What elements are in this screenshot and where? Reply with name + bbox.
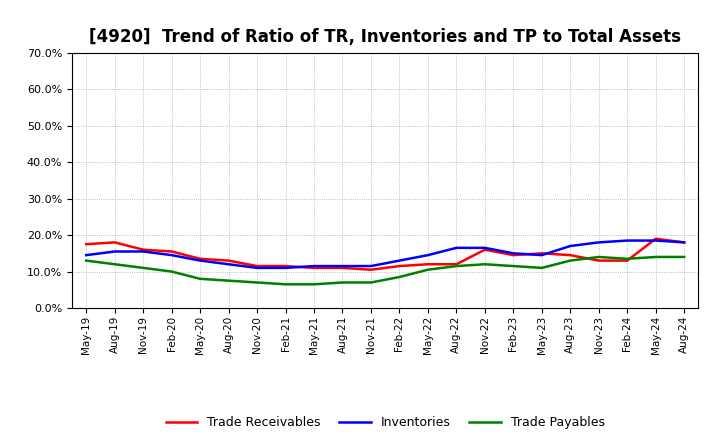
Trade Payables: [566, 258, 575, 263]
Trade Payables: [196, 276, 204, 282]
Inventories: [139, 249, 148, 254]
Trade Payables: [595, 254, 603, 260]
Trade Receivables: [423, 262, 432, 267]
Trade Payables: [139, 265, 148, 271]
Trade Receivables: [110, 240, 119, 245]
Inventories: [310, 264, 318, 269]
Inventories: [652, 238, 660, 243]
Trade Receivables: [310, 265, 318, 271]
Inventories: [282, 265, 290, 271]
Trade Receivables: [366, 267, 375, 272]
Trade Receivables: [509, 253, 518, 258]
Inventories: [395, 258, 404, 263]
Inventories: [537, 253, 546, 258]
Inventories: [595, 240, 603, 245]
Trade Receivables: [480, 247, 489, 252]
Trade Payables: [338, 280, 347, 285]
Trade Receivables: [338, 265, 347, 271]
Trade Payables: [623, 256, 631, 261]
Inventories: [167, 253, 176, 258]
Trade Receivables: [282, 264, 290, 269]
Trade Payables: [537, 265, 546, 271]
Trade Payables: [423, 267, 432, 272]
Trade Payables: [225, 278, 233, 283]
Trade Receivables: [623, 258, 631, 263]
Line: Inventories: Inventories: [86, 241, 684, 268]
Trade Payables: [82, 258, 91, 263]
Inventories: [366, 264, 375, 269]
Trade Payables: [282, 282, 290, 287]
Inventories: [253, 265, 261, 271]
Inventories: [509, 251, 518, 256]
Trade Receivables: [595, 258, 603, 263]
Title: [4920]  Trend of Ratio of TR, Inventories and TP to Total Assets: [4920] Trend of Ratio of TR, Inventories…: [89, 28, 681, 46]
Trade Receivables: [225, 258, 233, 263]
Trade Payables: [395, 275, 404, 280]
Trade Payables: [509, 264, 518, 269]
Trade Receivables: [452, 262, 461, 267]
Trade Receivables: [537, 251, 546, 256]
Line: Trade Receivables: Trade Receivables: [86, 239, 684, 270]
Trade Payables: [452, 264, 461, 269]
Trade Payables: [366, 280, 375, 285]
Inventories: [423, 253, 432, 258]
Inventories: [196, 258, 204, 263]
Legend: Trade Receivables, Inventories, Trade Payables: Trade Receivables, Inventories, Trade Pa…: [161, 411, 610, 434]
Inventories: [566, 243, 575, 249]
Trade Payables: [310, 282, 318, 287]
Inventories: [452, 245, 461, 250]
Inventories: [623, 238, 631, 243]
Inventories: [680, 240, 688, 245]
Trade Receivables: [167, 249, 176, 254]
Inventories: [338, 264, 347, 269]
Inventories: [225, 262, 233, 267]
Trade Receivables: [82, 242, 91, 247]
Trade Payables: [167, 269, 176, 274]
Trade Receivables: [139, 247, 148, 252]
Trade Receivables: [395, 264, 404, 269]
Trade Receivables: [652, 236, 660, 242]
Trade Receivables: [196, 256, 204, 261]
Trade Receivables: [253, 264, 261, 269]
Inventories: [82, 253, 91, 258]
Inventories: [480, 245, 489, 250]
Trade Payables: [480, 262, 489, 267]
Trade Payables: [652, 254, 660, 260]
Trade Payables: [110, 262, 119, 267]
Trade Payables: [680, 254, 688, 260]
Trade Receivables: [680, 240, 688, 245]
Inventories: [110, 249, 119, 254]
Line: Trade Payables: Trade Payables: [86, 257, 684, 284]
Trade Payables: [253, 280, 261, 285]
Trade Receivables: [566, 253, 575, 258]
